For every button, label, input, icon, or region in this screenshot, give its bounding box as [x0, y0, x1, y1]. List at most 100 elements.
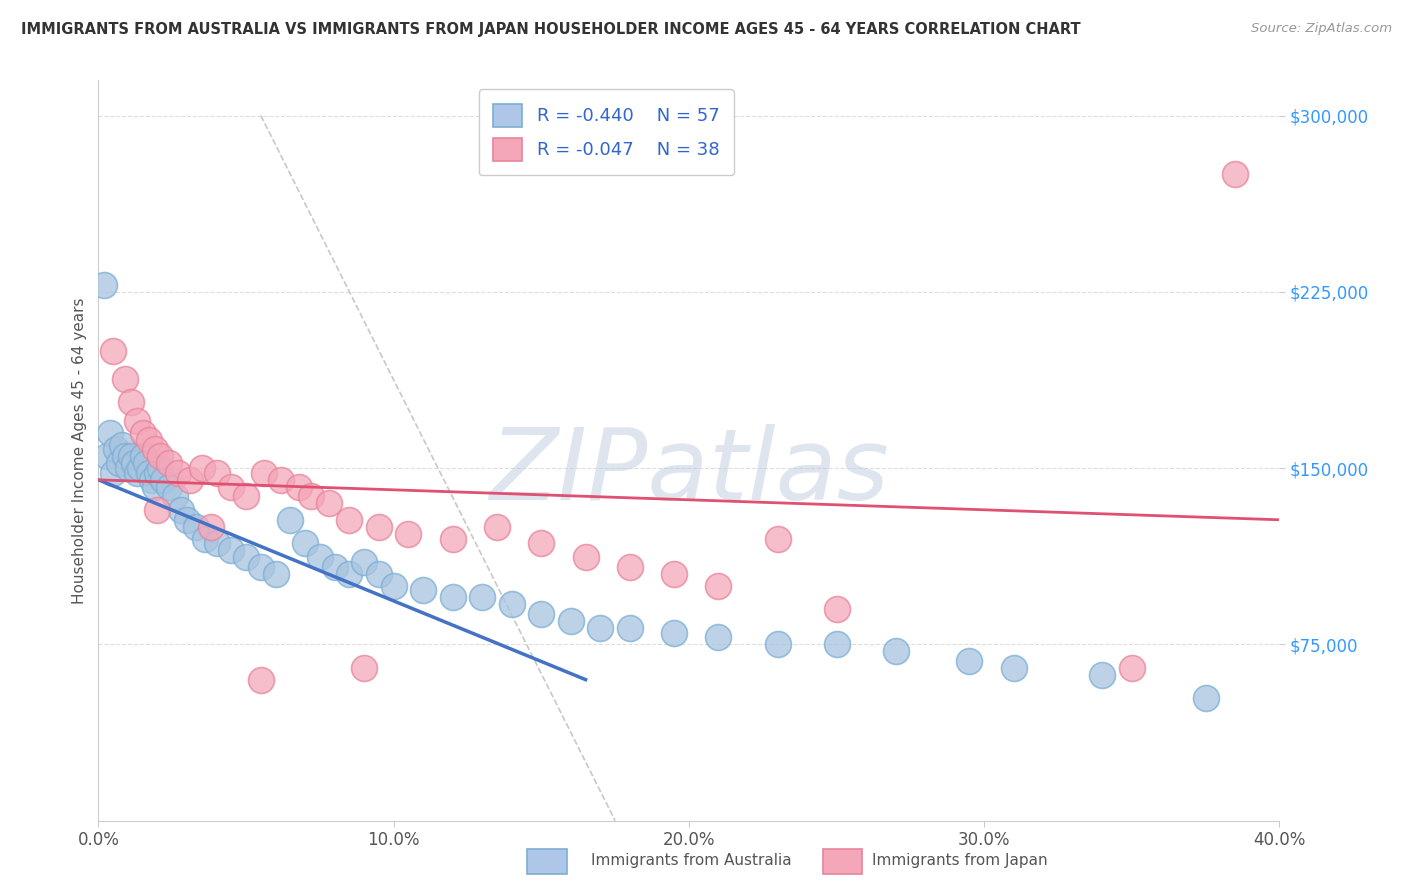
Point	[825, 602, 848, 616]
Point	[1091, 668, 1114, 682]
Point	[1121, 661, 1143, 675]
Point	[221, 480, 243, 494]
Point	[125, 414, 148, 428]
Point	[235, 550, 257, 565]
Point	[170, 503, 193, 517]
Point	[114, 372, 136, 386]
Point	[184, 520, 207, 534]
Point	[146, 503, 169, 517]
Point	[149, 450, 172, 464]
Point	[270, 473, 292, 487]
Point	[1195, 691, 1218, 706]
Point	[707, 579, 730, 593]
Point	[235, 489, 257, 503]
Point	[441, 532, 464, 546]
Point	[149, 461, 172, 475]
Point	[575, 550, 598, 565]
Point	[441, 591, 464, 605]
Point	[132, 450, 155, 464]
Point	[959, 654, 981, 668]
Point	[619, 621, 641, 635]
Point	[179, 473, 201, 487]
Text: Immigrants from Japan: Immigrants from Japan	[872, 854, 1047, 868]
Point	[353, 555, 375, 569]
Point	[1225, 167, 1247, 181]
Point	[128, 461, 150, 475]
Point	[146, 466, 169, 480]
Point	[194, 532, 217, 546]
Point	[825, 637, 848, 651]
Point	[264, 566, 287, 581]
Point	[205, 466, 228, 480]
Point	[143, 480, 166, 494]
Text: ZIPatlas: ZIPatlas	[489, 425, 889, 521]
Point	[120, 450, 142, 464]
Point	[398, 527, 420, 541]
Point	[589, 621, 612, 635]
Point	[323, 559, 346, 574]
Point	[122, 456, 145, 470]
Point	[111, 437, 134, 451]
Point	[309, 550, 332, 565]
Point	[108, 456, 131, 470]
Point	[105, 442, 128, 457]
Point	[766, 532, 789, 546]
Point	[125, 466, 148, 480]
Text: IMMIGRANTS FROM AUSTRALIA VS IMMIGRANTS FROM JAPAN HOUSEHOLDER INCOME AGES 45 - : IMMIGRANTS FROM AUSTRALIA VS IMMIGRANTS …	[21, 22, 1081, 37]
Point	[165, 489, 187, 503]
Point	[619, 559, 641, 574]
Point	[353, 661, 375, 675]
Point	[382, 579, 405, 593]
Point	[368, 520, 391, 534]
Point	[191, 461, 214, 475]
Point	[412, 583, 434, 598]
Point	[318, 496, 340, 510]
Point	[766, 637, 789, 651]
Point	[530, 607, 553, 621]
Point	[138, 466, 160, 480]
Point	[250, 559, 273, 574]
Point	[167, 466, 190, 480]
Point	[157, 480, 180, 494]
Point	[486, 520, 509, 534]
Text: Immigrants from Australia: Immigrants from Australia	[591, 854, 792, 868]
Point	[250, 673, 273, 687]
Point	[152, 473, 174, 487]
Text: Source: ZipAtlas.com: Source: ZipAtlas.com	[1251, 22, 1392, 36]
Legend: R = -0.440    N = 57, R = -0.047    N = 38: R = -0.440 N = 57, R = -0.047 N = 38	[479, 89, 734, 176]
Point	[664, 625, 686, 640]
Point	[135, 456, 157, 470]
Point	[176, 513, 198, 527]
Point	[200, 520, 222, 534]
Point	[114, 450, 136, 464]
Y-axis label: Householder Income Ages 45 - 64 years: Householder Income Ages 45 - 64 years	[72, 297, 87, 604]
Point	[294, 536, 316, 550]
Point	[96, 450, 118, 464]
Point	[339, 566, 361, 581]
Point	[368, 566, 391, 581]
Point	[221, 543, 243, 558]
Point	[288, 480, 311, 494]
Point	[253, 466, 276, 480]
Point	[530, 536, 553, 550]
Point	[117, 461, 139, 475]
Point	[157, 456, 180, 470]
Point	[664, 566, 686, 581]
Point	[93, 277, 115, 292]
Point	[205, 536, 228, 550]
Point	[132, 425, 155, 440]
Point	[501, 598, 523, 612]
Point	[103, 466, 125, 480]
Point	[707, 630, 730, 644]
Point	[103, 343, 125, 358]
Point	[560, 614, 582, 628]
Point	[143, 442, 166, 457]
Point	[98, 425, 121, 440]
Point	[120, 395, 142, 409]
Point	[138, 433, 160, 447]
Point	[884, 644, 907, 658]
Point	[299, 489, 322, 503]
Point	[1002, 661, 1025, 675]
Point	[471, 591, 494, 605]
Point	[280, 513, 302, 527]
